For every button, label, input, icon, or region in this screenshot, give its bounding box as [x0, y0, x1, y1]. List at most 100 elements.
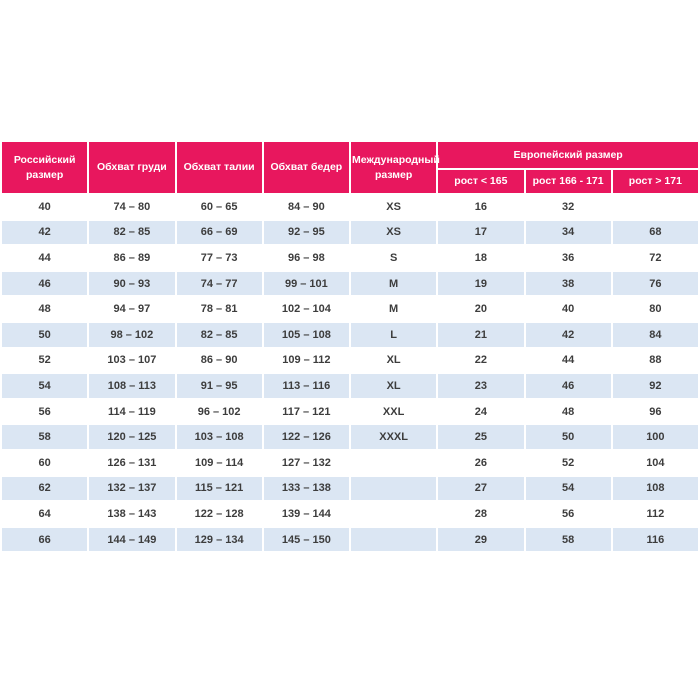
table-cell: 66: [2, 527, 88, 552]
table-cell: 40: [2, 195, 88, 219]
header-waist: Обхват талии: [176, 142, 262, 193]
table-cell: 77 – 73: [176, 246, 262, 270]
table-row: 50 98 – 102 82 – 85 105 – 108 L 21 42 84: [2, 322, 698, 347]
table-cell: 74 – 80: [89, 195, 175, 219]
table-cell: 60: [2, 450, 88, 475]
table-cell: 17: [438, 220, 524, 245]
table-cell: 76: [612, 271, 698, 296]
table-cell: 117 – 121: [263, 399, 349, 424]
table-row: 48 94 – 97 78 – 81 102 – 104 M 20 40 80: [2, 297, 698, 321]
table-cell: 27: [438, 476, 524, 501]
table-cell: 24: [438, 399, 524, 424]
table-cell: 96 – 98: [263, 246, 349, 270]
table-cell: 58: [525, 527, 611, 552]
table-cell: 86 – 90: [176, 348, 262, 373]
table-cell: 86 – 89: [89, 246, 175, 270]
table-cell: 66 – 69: [176, 220, 262, 245]
table-cell: 108 – 113: [89, 374, 175, 398]
table-cell: 50: [525, 425, 611, 449]
table-cell: 23: [438, 374, 524, 398]
header-row-top: Российский размер Обхват груди Обхват та…: [2, 142, 698, 193]
table-cell: 104: [612, 450, 698, 475]
table-cell: 36: [525, 246, 611, 270]
header-russian-size: Российский размер: [2, 142, 88, 193]
table-cell: [351, 450, 437, 475]
table-cell: 84: [612, 322, 698, 347]
table-cell: XL: [351, 348, 437, 373]
table-row: 64 138 – 143 122 – 128 139 – 144 28 56 112: [2, 502, 698, 526]
table-cell: XXL: [351, 399, 437, 424]
table-cell: XS: [351, 195, 437, 219]
header-row-bottom: рост < 165 рост 166 - 171 рост > 171: [2, 170, 698, 193]
table-row: 42 82 – 85 66 – 69 92 – 95 XS 17 34 68: [2, 220, 698, 245]
table-cell: M: [351, 297, 437, 321]
table-cell: 18: [438, 246, 524, 270]
table-cell: 78 – 81: [176, 297, 262, 321]
table-cell: 56: [2, 399, 88, 424]
table-cell: 42: [525, 322, 611, 347]
table-cell: 21: [438, 322, 524, 347]
table-row: 54 108 – 113 91 – 95 113 – 116 XL 23 46 92: [2, 374, 698, 398]
table-cell: 129 – 134: [176, 527, 262, 552]
table-cell: 56: [525, 502, 611, 526]
table-cell: S: [351, 246, 437, 270]
table-cell: 25: [438, 425, 524, 449]
table-cell: 72: [612, 246, 698, 270]
table-cell: 109 – 112: [263, 348, 349, 373]
table-cell: 96: [612, 399, 698, 424]
table-cell: 20: [438, 297, 524, 321]
table-cell: XL: [351, 374, 437, 398]
table-cell: 127 – 132: [263, 450, 349, 475]
table-cell: 144 – 149: [89, 527, 175, 552]
table-cell: 48: [2, 297, 88, 321]
table-cell: 102 – 104: [263, 297, 349, 321]
table-cell: 112: [612, 502, 698, 526]
table-cell: 40: [525, 297, 611, 321]
table-cell: 139 – 144: [263, 502, 349, 526]
table-cell: 80: [612, 297, 698, 321]
size-chart-header: Российский размер Обхват груди Обхват та…: [2, 142, 698, 193]
table-cell: 29: [438, 527, 524, 552]
table-cell: 132 – 137: [89, 476, 175, 501]
table-cell: [612, 195, 698, 219]
table-cell: 42: [2, 220, 88, 245]
table-cell: 82 – 85: [89, 220, 175, 245]
table-cell: 92 – 95: [263, 220, 349, 245]
table-cell: 16: [438, 195, 524, 219]
table-row: 58 120 – 125 103 – 108 122 – 126 XXXL 25 50 100: [2, 425, 698, 449]
size-chart-table: Российский размер Обхват груди Обхват та…: [0, 140, 700, 553]
table-cell: 92: [612, 374, 698, 398]
table-cell: 91 – 95: [176, 374, 262, 398]
table-row: 52 103 – 107 86 – 90 109 – 112 XL 22 44 88: [2, 348, 698, 373]
table-cell: 103 – 108: [176, 425, 262, 449]
table-cell: 32: [525, 195, 611, 219]
table-cell: 58: [2, 425, 88, 449]
table-cell: 22: [438, 348, 524, 373]
table-cell: [351, 527, 437, 552]
table-cell: 50: [2, 322, 88, 347]
table-row: 66 144 – 149 129 – 134 145 – 150 29 58 116: [2, 527, 698, 552]
table-cell: 52: [2, 348, 88, 373]
table-cell: 145 – 150: [263, 527, 349, 552]
table-cell: M: [351, 271, 437, 296]
table-cell: 115 – 121: [176, 476, 262, 501]
table-cell: 44: [525, 348, 611, 373]
table-cell: 105 – 108: [263, 322, 349, 347]
table-cell: 133 – 138: [263, 476, 349, 501]
header-height-gt-171: рост > 171: [612, 170, 698, 193]
table-cell: 90 – 93: [89, 271, 175, 296]
table-cell: 64: [2, 502, 88, 526]
table-cell: 109 – 114: [176, 450, 262, 475]
table-row: 46 90 – 93 74 – 77 99 – 101 M 19 38 76: [2, 271, 698, 296]
table-cell: 88: [612, 348, 698, 373]
table-row: 44 86 – 89 77 – 73 96 – 98 S 18 36 72: [2, 246, 698, 270]
table-cell: 54: [525, 476, 611, 501]
header-hips: Обхват бедер: [263, 142, 349, 193]
table-cell: 100: [612, 425, 698, 449]
header-european-size: Европейский размер: [438, 142, 698, 168]
table-cell: 46: [2, 271, 88, 296]
header-chest: Обхват груди: [89, 142, 175, 193]
table-row: 62 132 – 137 115 – 121 133 – 138 27 54 108: [2, 476, 698, 501]
table-cell: 99 – 101: [263, 271, 349, 296]
